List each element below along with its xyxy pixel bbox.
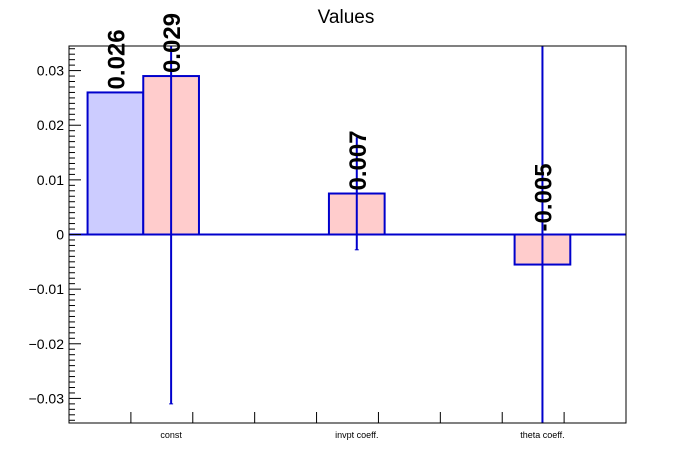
bar bbox=[86, 91, 145, 236]
x-tick-label: const bbox=[160, 430, 182, 440]
y-tick-label: −0.03 bbox=[29, 390, 65, 406]
y-tick-label: 0.03 bbox=[37, 63, 64, 79]
y-tick-label: −0.01 bbox=[29, 281, 65, 297]
y-tick-label: 0.01 bbox=[37, 172, 64, 188]
x-tick-label: invpt coeff. bbox=[335, 430, 378, 440]
y-tick-label: 0 bbox=[56, 227, 64, 243]
data-label: 0.026 bbox=[103, 29, 130, 89]
data-label: 0.007 bbox=[345, 130, 372, 190]
data-label: 0.029 bbox=[159, 13, 186, 73]
data-label: -0.005 bbox=[530, 163, 557, 231]
chart-title: Values bbox=[318, 7, 375, 28]
x-tick-label: theta coeff. bbox=[520, 430, 564, 440]
y-tick-label: −0.02 bbox=[29, 336, 65, 352]
y-tick-label: 0.02 bbox=[37, 117, 64, 133]
